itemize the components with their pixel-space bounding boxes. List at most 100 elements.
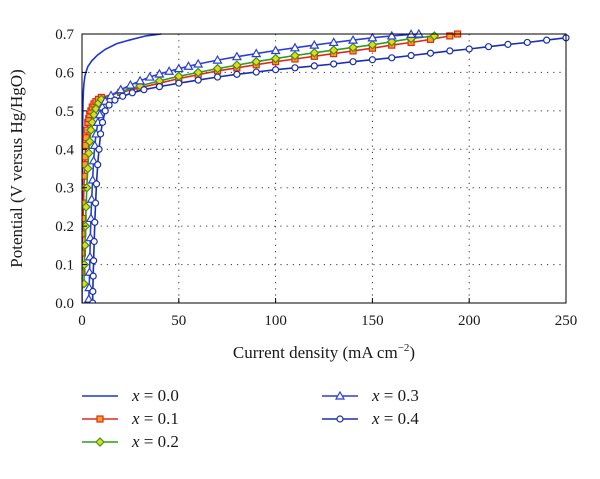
data-point (232, 60, 242, 70)
data-point (90, 257, 98, 265)
legend-label-var: x (371, 409, 380, 428)
data-point (101, 107, 109, 115)
data-point (144, 71, 155, 81)
data-point (119, 92, 127, 100)
legend-label-value: = 0.2 (140, 432, 179, 451)
x-tick-label: 250 (555, 313, 578, 329)
data-point (407, 51, 415, 60)
data-point (251, 48, 262, 58)
data-point (349, 58, 357, 66)
data-point (213, 73, 222, 81)
data-point (111, 96, 119, 104)
data-point (82, 278, 89, 289)
x-axis-label-sup: −2 (398, 342, 410, 354)
data-point (310, 62, 318, 70)
data-point (272, 66, 280, 74)
data-point (89, 287, 97, 296)
data-point (89, 272, 97, 280)
legend: x = 0.0x = 0.1x = 0.2x = 0.3x = 0.4 (82, 386, 419, 451)
data-point (155, 83, 164, 91)
data-point (125, 79, 136, 89)
legend-label: x = 0.4 (371, 409, 419, 428)
legend-marker (336, 415, 344, 423)
data-point (446, 47, 454, 55)
legend-item: x = 0.3 (322, 386, 419, 405)
axis-ticks: 0 50 100 150 200 250 0.0 0.1 0.2 0.3 0.4 0.5 0.6 0.7 (55, 27, 577, 329)
data-point (89, 299, 97, 303)
data-point (388, 54, 396, 62)
data-point (270, 45, 281, 55)
legend-marker (95, 437, 105, 447)
legend-label-var: x (371, 386, 380, 405)
data-point (426, 49, 435, 57)
data-point (289, 42, 300, 52)
data-point (115, 84, 126, 94)
data-point (233, 70, 241, 78)
data-point (82, 202, 91, 212)
legend-marker (96, 415, 104, 423)
y-tick-label: 0.1 (55, 258, 74, 274)
data-point (140, 86, 148, 94)
legend-label: x = 0.3 (371, 386, 419, 405)
legend-item: x = 0.1 (82, 409, 179, 428)
series-2 (82, 31, 440, 289)
data-point (92, 180, 101, 188)
data-point (90, 237, 98, 246)
data-point (386, 30, 397, 40)
series-line (91, 37, 567, 303)
data-point (523, 38, 531, 47)
x-tick-label: 0 (78, 313, 86, 329)
x-tick-label: 200 (458, 313, 481, 329)
data-point (183, 61, 194, 70)
data-point (95, 145, 103, 153)
data-point (154, 68, 165, 78)
y-axis-label: Potential (V versus Hg/HgO) (7, 69, 26, 267)
legend-marker (334, 390, 346, 400)
series-1 (82, 30, 462, 276)
data-point (175, 79, 183, 87)
legend-label-var: x (131, 432, 140, 451)
data-point (96, 130, 105, 138)
series-layer (82, 28, 570, 303)
data-point (504, 40, 512, 48)
data-point (251, 56, 262, 67)
data-point (86, 125, 96, 135)
legend-label-value: = 0.4 (380, 409, 420, 428)
data-point (348, 34, 359, 44)
data-point (367, 32, 378, 42)
data-point (328, 37, 339, 47)
data-point (465, 45, 473, 53)
data-point (84, 136, 95, 147)
data-point (252, 68, 260, 76)
data-point (91, 199, 100, 207)
data-point (98, 118, 107, 126)
data-point (386, 36, 397, 47)
data-point (330, 60, 338, 68)
data-point (106, 90, 117, 100)
data-point (446, 32, 454, 40)
legend-label-var: x (131, 386, 140, 405)
data-point (194, 76, 202, 84)
data-point (368, 56, 376, 64)
data-point (270, 53, 281, 64)
y-tick-label: 0.4 (55, 142, 74, 158)
data-point (128, 89, 136, 97)
data-point (348, 42, 358, 53)
legend-label: x = 0.1 (131, 409, 179, 428)
data-point (290, 50, 300, 61)
data-point (309, 47, 320, 58)
y-tick-label: 0.5 (55, 104, 74, 120)
grid (82, 34, 566, 303)
data-point (212, 54, 223, 64)
data-point (328, 45, 339, 55)
legend-label: x = 0.2 (131, 432, 179, 451)
data-point (309, 39, 320, 49)
x-tick-label: 50 (171, 313, 186, 329)
x-axis-label: Current density (mA cm−2) (233, 342, 415, 362)
data-point (164, 66, 175, 75)
y-tick-label: 0.3 (55, 181, 74, 197)
data-point (193, 58, 204, 68)
data-point (291, 64, 299, 72)
legend-label-value: = 0.1 (140, 409, 179, 428)
